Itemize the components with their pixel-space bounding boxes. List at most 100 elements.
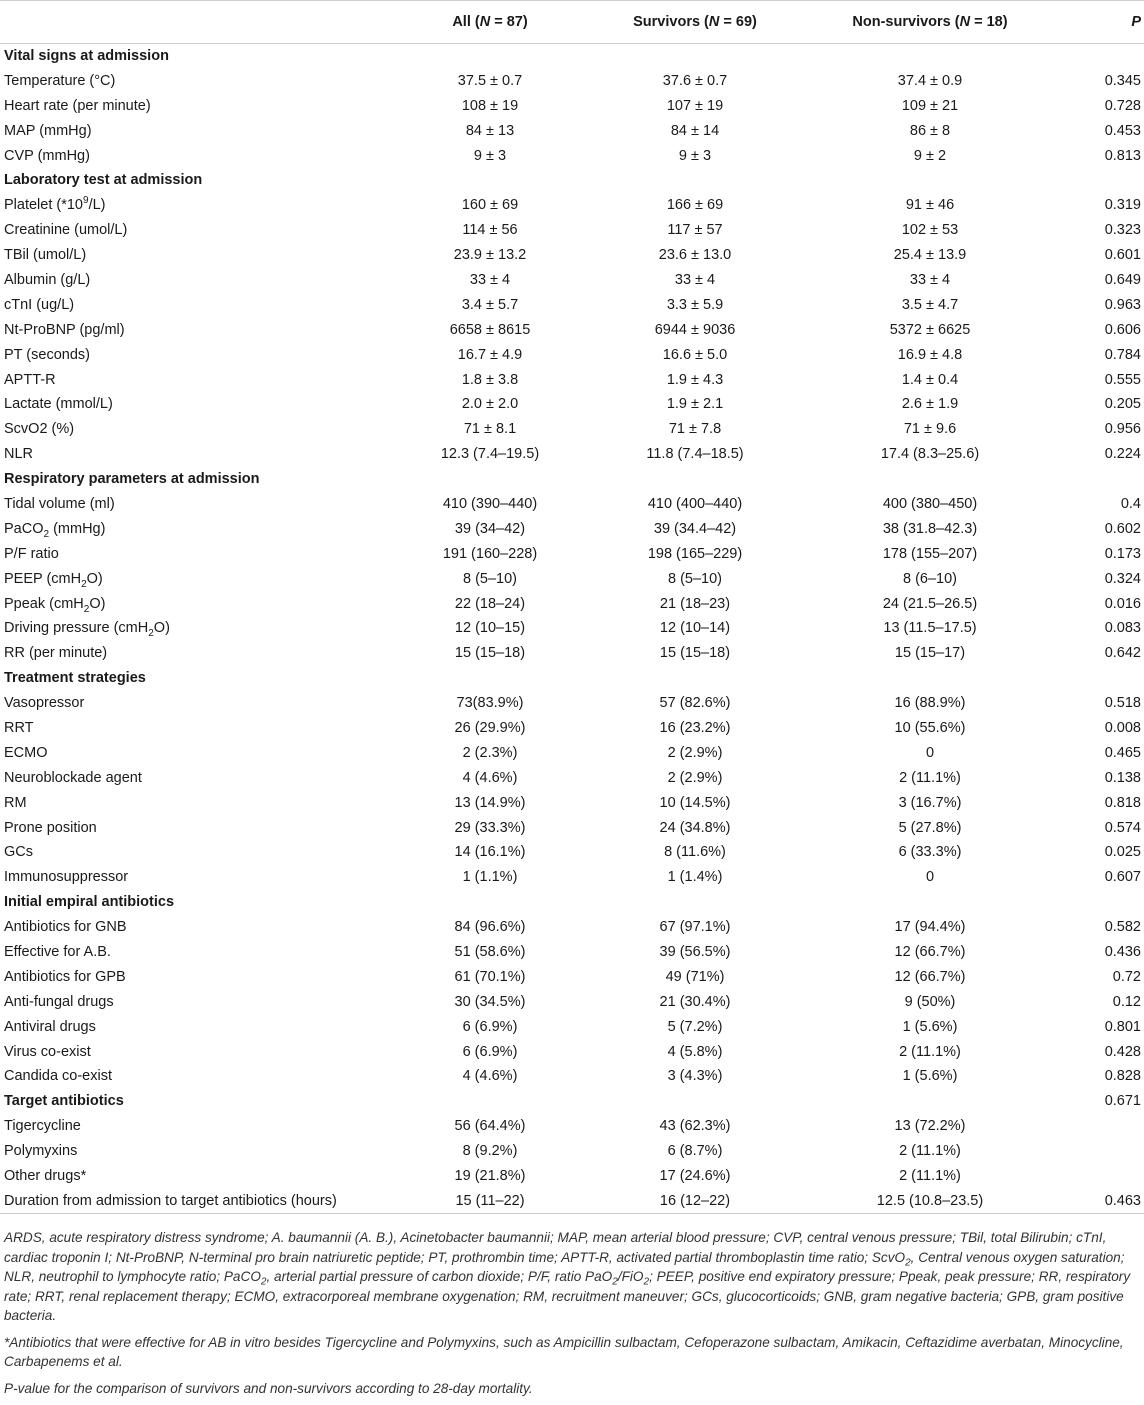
cell-nonsurvivors: 24 (21.5–26.5) bbox=[882, 595, 978, 612]
cell-survivors: 23.6 ± 13.0 bbox=[658, 247, 732, 264]
row-label: PaCO2 (mmHg) bbox=[0, 516, 370, 541]
row-label-text: PT (seconds) bbox=[4, 346, 90, 363]
cell-all: 84 ± 13 bbox=[465, 122, 515, 139]
table-row: PaCO2 (mmHg) 39 (34–42) 39 (34.4–42) 38 (31… bbox=[0, 516, 1144, 541]
section-header-row: Initial empiral antibiotics bbox=[0, 890, 1144, 915]
row-label: RRT bbox=[0, 716, 370, 741]
row-label-subscript: 2 bbox=[43, 528, 50, 540]
abbreviations-note: ARDS, acute respiratory distress syndrom… bbox=[4, 1228, 1140, 1326]
row-label-text: Effective for A.B. bbox=[4, 944, 111, 960]
cell-all: 84 (96.6%) bbox=[454, 919, 526, 936]
row-label-text: PEEP (cmH bbox=[4, 570, 82, 587]
cell-p-value: 0.642 bbox=[1104, 645, 1141, 662]
section-title: Treatment strategies bbox=[4, 670, 146, 687]
section-header-row: Target antibiotics 0.671 bbox=[0, 1089, 1144, 1114]
cell-survivors: 8 (11.6%) bbox=[664, 844, 726, 861]
cell-nonsurvivors: 400 (380–450) bbox=[882, 495, 978, 512]
cell-survivors: 57 (82.6%) bbox=[659, 695, 731, 712]
table-row: Heart rate (per minute) 108 ± 19 107 ± 19 1… bbox=[0, 93, 1144, 118]
cell-all: 56 (64.4%) bbox=[454, 1118, 526, 1135]
header-survivors-prefix: Survivors ( bbox=[633, 14, 709, 30]
cell-all: 61 (70.1%) bbox=[454, 968, 526, 985]
table-row: Candida co-exist 4 (4.6%) 3 (4.3%) 1 (5.6%)… bbox=[0, 1064, 1144, 1089]
row-label: P/F ratio bbox=[0, 541, 370, 566]
row-label-text: cTnI (ug/L) bbox=[4, 296, 75, 313]
cell-nonsurvivors: 8 (6–10) bbox=[902, 570, 957, 587]
table-row: Antiviral drugs 6 (6.9%) 5 (7.2%) 1 (5.6%) 0… bbox=[0, 1014, 1144, 1039]
cell-survivors: 84 ± 14 bbox=[670, 122, 720, 139]
cell-survivors: 39 (34.4–42) bbox=[653, 520, 737, 537]
cell-nonsurvivors: 0 bbox=[925, 744, 935, 761]
cell-all: 23.9 ± 13.2 bbox=[453, 247, 527, 264]
cell-nonsurvivors: 13 (11.5–17.5) bbox=[883, 620, 977, 637]
table-row: TBil (umol/L) 23.9 ± 13.2 23.6 ± 13.0 25.4 … bbox=[0, 243, 1144, 268]
cell-nonsurvivors: 1 (5.6%) bbox=[902, 1018, 958, 1035]
row-label: MAP (mmHg) bbox=[0, 118, 370, 143]
cell-survivors: 67 (97.1%) bbox=[659, 919, 731, 936]
row-label-text: Albumin (g/L) bbox=[4, 271, 91, 288]
cell-p-value: 0.138 bbox=[1104, 769, 1141, 786]
cell-p-value: 0.428 bbox=[1104, 1043, 1141, 1060]
row-label-subscript: 2 bbox=[81, 578, 87, 590]
table-row: Albumin (g/L) 33 ± 4 33 ± 4 33 ± 4 0.649 bbox=[0, 268, 1144, 293]
cell-p-value: 0.582 bbox=[1104, 919, 1141, 936]
cell-p-value: 0.649 bbox=[1104, 271, 1141, 288]
cell-all: 15 (15–18) bbox=[454, 645, 526, 662]
table-row: Ppeak (cmH2O) 22 (18–24) 21 (18–23) 24 (21.… bbox=[0, 591, 1144, 616]
cell-nonsurvivors: 102 ± 53 bbox=[901, 222, 959, 239]
cell-nonsurvivors: 17.4 (8.3–25.6) bbox=[880, 446, 980, 463]
table-row: Tidal volume (ml) 410 (390–440) 410 (400–4… bbox=[0, 492, 1144, 517]
row-label-text: Vasopressor bbox=[4, 695, 85, 712]
row-label: RR (per minute) bbox=[0, 641, 370, 666]
header-p-value: P bbox=[1080, 0, 1144, 44]
cell-survivors: 107 ± 19 bbox=[666, 97, 724, 114]
row-label-text: Temperature (°C) bbox=[4, 72, 116, 89]
row-label: Lactate (mmol/L) bbox=[0, 392, 370, 417]
table-row: ScvO2 (%) 71 ± 8.1 71 ± 7.8 71 ± 9.6 0.956 bbox=[0, 417, 1144, 442]
cell-nonsurvivors: 6 (33.3%) bbox=[898, 844, 962, 861]
cell-p-value: 0.784 bbox=[1104, 346, 1141, 363]
table-row: Effective for A.B. 51 (58.6%) 39 (56.5%) 12… bbox=[0, 940, 1144, 965]
cell-survivors: 6944 ± 9036 bbox=[654, 321, 736, 338]
cell-p-value: 0.555 bbox=[1104, 371, 1141, 388]
cell-all: 4 (4.6%) bbox=[462, 1068, 518, 1085]
table-row: P/F ratio 191 (160–228) 198 (165–229) 178 (… bbox=[0, 541, 1144, 566]
header-all: All (N = 87) bbox=[370, 0, 610, 44]
section-header-row: Laboratory test at admission bbox=[0, 168, 1144, 193]
row-label-text: Antiviral drugs bbox=[4, 1018, 96, 1035]
table-row: CVP (mmHg) 9 ± 3 9 ± 3 9 ± 2 0.813 bbox=[0, 143, 1144, 168]
section-title: Target antibiotics bbox=[4, 1093, 124, 1110]
row-label-text: Nt-ProBNP (pg/ml) bbox=[4, 321, 125, 338]
row-label-text: RM bbox=[4, 794, 27, 811]
cell-p-value: 0.574 bbox=[1104, 819, 1141, 836]
row-label: Antiviral drugs bbox=[0, 1014, 370, 1039]
row-label-text: Tidal volume (ml) bbox=[4, 495, 115, 512]
abbrev-sub: 2 bbox=[905, 1257, 911, 1269]
row-label-superscript: 9 bbox=[83, 195, 89, 207]
cell-nonsurvivors: 13 (72.2%) bbox=[894, 1118, 966, 1135]
cell-nonsurvivors: 12 (66.7%) bbox=[894, 968, 966, 985]
row-label-text: Duration from admission to target antibi… bbox=[4, 1192, 337, 1209]
cell-survivors: 24 (34.8%) bbox=[659, 819, 731, 836]
row-label-text: PaCO bbox=[4, 520, 44, 537]
row-label: CVP (mmHg) bbox=[0, 143, 370, 168]
cell-nonsurvivors: 9 ± 2 bbox=[913, 147, 947, 164]
section-header-row: Respiratory parameters at admission bbox=[0, 467, 1144, 492]
row-label-text: CVP (mmHg) bbox=[4, 147, 90, 164]
cell-all: 410 (390–440) bbox=[442, 495, 538, 512]
section-p-value bbox=[1080, 467, 1144, 492]
row-label: Antibiotics for GPB bbox=[0, 964, 370, 989]
cell-all: 29 (33.3%) bbox=[454, 819, 526, 836]
row-label-text: Creatinine (umol/L) bbox=[4, 222, 128, 239]
table-row: Antibiotics for GPB 61 (70.1%) 49 (71%) 12 … bbox=[0, 964, 1144, 989]
row-label-text-end: /L) bbox=[88, 197, 106, 214]
cell-nonsurvivors: 2 (11.1%) bbox=[899, 1043, 961, 1060]
cell-p-value: 0.016 bbox=[1104, 595, 1141, 612]
cell-nonsurvivors: 12 (66.7%) bbox=[894, 944, 966, 960]
cell-nonsurvivors: 25.4 ± 13.9 bbox=[893, 247, 967, 264]
cell-p-value: 0.12 bbox=[1112, 993, 1141, 1010]
row-label-text: Immunosuppressor bbox=[4, 869, 129, 886]
cell-p-value: 0.323 bbox=[1104, 222, 1141, 239]
table-row: ECMO 2 (2.3%) 2 (2.9%) 0 0.465 bbox=[0, 740, 1144, 765]
row-label-text: Antibiotics for GPB bbox=[4, 968, 126, 985]
